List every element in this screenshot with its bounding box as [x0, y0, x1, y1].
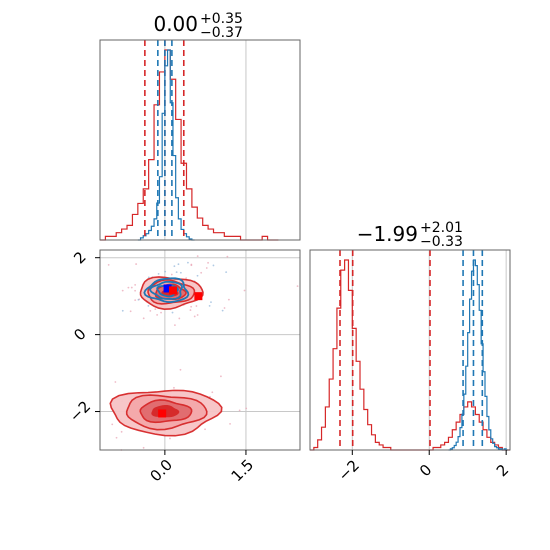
scatter-point [173, 265, 176, 268]
hist-param2-frame [309, 249, 511, 451]
param2-title-upper-error: +2.01 [420, 220, 463, 236]
scatter-point [171, 311, 174, 314]
scatter-panel: 0.0 1.5 2 0 −2 [66, 248, 301, 486]
blue-contour-level [149, 280, 183, 300]
scatter-point [169, 437, 171, 440]
blue-contour-level [156, 284, 179, 298]
scatter-point [120, 430, 123, 433]
scatter-point [127, 286, 130, 289]
scatter-point [135, 263, 138, 265]
scatter-point [185, 277, 188, 280]
scatter-point [160, 311, 162, 314]
scatter-point [149, 309, 152, 312]
scatter-point [178, 317, 181, 320]
scatter-point [154, 308, 157, 311]
scatter-xtick-label: 1.5 [228, 456, 258, 486]
scatter-point [296, 285, 299, 287]
scatter-xtick-label: 0.0 [147, 456, 177, 486]
scatter-point [229, 422, 231, 425]
scatter-point [245, 407, 248, 410]
scatter-point [173, 386, 175, 389]
scatter-point [107, 263, 110, 266]
scatter-point [243, 289, 246, 292]
scatter-frame [99, 249, 301, 451]
scatter-point [170, 273, 173, 276]
scatter-point [115, 436, 118, 439]
red-marker [194, 292, 203, 301]
scatter-point [221, 309, 224, 312]
param1-title-upper-error: +0.35 [200, 11, 243, 27]
scatter-point [156, 314, 159, 316]
scatter-point [179, 368, 182, 371]
scatter-point [129, 310, 132, 313]
param1-title-lower-error: −0.37 [200, 25, 243, 41]
scatter-point [174, 324, 176, 327]
hist2-xtick-label: 0 [416, 461, 435, 480]
scatter-point [175, 271, 178, 274]
scatter-point [223, 307, 226, 309]
scatter-point [134, 283, 137, 286]
scatter-point [134, 299, 137, 301]
scatter-point [190, 263, 193, 266]
red-marker [158, 409, 167, 418]
red-marker [168, 286, 177, 295]
scatter-ytick-label: −2 [66, 397, 94, 425]
scatter-point [212, 264, 215, 267]
hist-param2-panel: −2 0 2 −1.99 +2.01 −0.33 [309, 220, 512, 485]
scatter-point [205, 267, 208, 269]
scatter-point [208, 304, 211, 307]
scatter-point [164, 270, 167, 273]
hist-param1-frame [99, 39, 301, 241]
scatter-point [142, 317, 145, 320]
scatter-point [226, 255, 229, 258]
scatter-point [227, 298, 230, 301]
scatter-point [204, 428, 206, 431]
param2-title-lower-error: −0.33 [420, 234, 463, 250]
scatter-ytick-label: 0 [70, 325, 89, 344]
scatter-point [147, 304, 150, 307]
scatter-point [121, 309, 124, 312]
hist-param1-panel: 0.00 +0.35 −0.37 [99, 11, 301, 241]
scatter-point [210, 301, 212, 304]
blue-contour-level [143, 277, 190, 303]
hist2-xtick-label: 2 [493, 461, 512, 480]
scatter-point [200, 271, 203, 274]
scatter-point [137, 298, 140, 301]
scatter-point [190, 305, 193, 308]
scatter-point [121, 289, 124, 292]
scatter-point [111, 423, 114, 426]
scatter-point [207, 261, 209, 264]
scatter-point [211, 391, 214, 394]
scatter-point [225, 271, 228, 274]
scatter-ytick-label: 2 [70, 248, 89, 267]
scatter-point [130, 286, 133, 289]
scatter-point [187, 261, 189, 264]
param2-title-value: −1.99 [357, 222, 418, 246]
scatter-point [179, 271, 182, 274]
scatter-point [177, 263, 180, 266]
scatter-point [134, 289, 137, 292]
scatter-point [147, 276, 150, 279]
scatter-point [114, 381, 117, 383]
scatter-point [196, 314, 199, 316]
hist1-blue-histogram [137, 49, 195, 241]
scatter-point [196, 255, 199, 258]
scatter-point [195, 305, 198, 307]
scatter-point [142, 446, 145, 449]
blue-marker [163, 284, 172, 293]
scatter-point [189, 309, 192, 311]
scatter-point [238, 409, 241, 412]
scatter-point [220, 375, 222, 378]
hist1-red-histogram [100, 49, 279, 241]
scatter-point [193, 315, 196, 318]
hist2-blue-histogram [448, 259, 509, 451]
param1-title-value: 0.00 [153, 12, 198, 36]
scatter-point [196, 274, 199, 277]
hist2-xtick-label: −2 [335, 456, 363, 484]
scatter-point [157, 272, 160, 275]
